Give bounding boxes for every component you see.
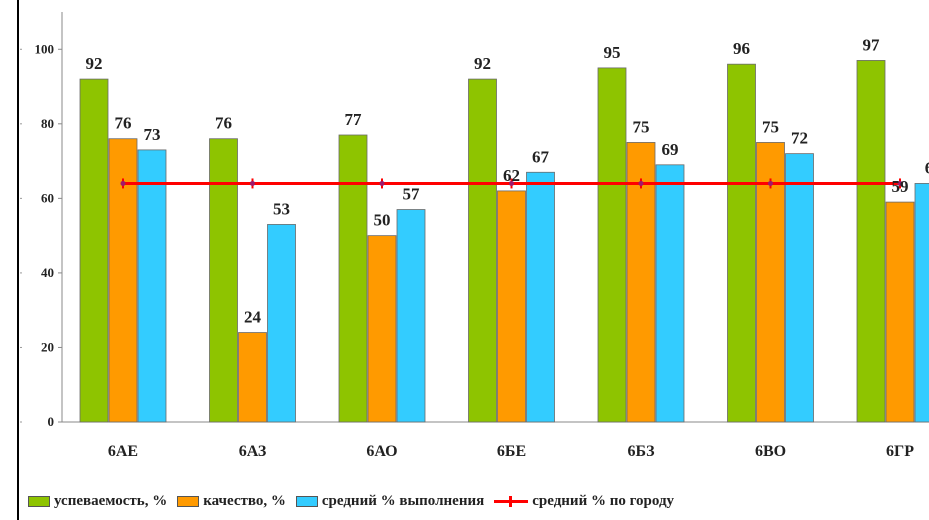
category-label: 6ГР [886, 443, 914, 460]
city-average-point [768, 180, 773, 186]
data-label: 75 [633, 117, 650, 136]
bar-quality [367, 235, 397, 423]
legend-item-city: средний % по городу [494, 493, 674, 510]
legend-swatch-green [28, 495, 50, 507]
legend-item-average: средний % выполнения [295, 492, 485, 510]
data-label: 92 [86, 54, 103, 73]
category-label: 6БЗ [627, 443, 655, 460]
data-label: 50 [374, 211, 391, 230]
data-label: 73 [144, 125, 161, 144]
category-label: 6АЕ [108, 443, 138, 460]
bar-average [267, 224, 296, 423]
bar-quality [626, 142, 656, 423]
bar-success [597, 67, 627, 423]
y-tick-label: 0 [48, 414, 55, 429]
category-label: 6АО [366, 443, 397, 460]
legend-swatch-red-line [494, 495, 529, 507]
legend-item-success: успеваемость, % [28, 493, 167, 510]
data-label: 24 [244, 308, 262, 327]
bar-success [338, 134, 368, 423]
data-label: 53 [273, 199, 290, 218]
category-label: 6ВО [755, 443, 786, 460]
legend-label-average: средний % выполнения [321, 492, 485, 509]
bar-success [209, 138, 238, 423]
y-tick-label: 100 [35, 41, 55, 56]
data-label: 76 [115, 114, 132, 133]
city-average-point [638, 180, 644, 186]
city-average-point [509, 180, 514, 186]
data-label: 69 [662, 140, 679, 159]
city-average-point [379, 180, 385, 186]
legend-label-success: успеваемость, % [54, 492, 168, 509]
y-tick-label: 40 [41, 265, 54, 280]
bar-quality [756, 142, 785, 423]
legend-label-city: средний % по городу [532, 492, 675, 509]
legend: успеваемость, % качество, % средний % вы… [28, 488, 674, 514]
city-average-point [250, 180, 255, 186]
bar-average [396, 209, 426, 423]
bar-success [79, 78, 109, 423]
bar-average [655, 164, 685, 423]
data-label: 62 [503, 166, 520, 185]
data-label: 92 [474, 54, 491, 73]
bar-success [727, 63, 756, 423]
bar-average [137, 149, 167, 423]
bar-average [785, 153, 814, 423]
data-label: 57 [403, 185, 421, 204]
data-label: 77 [345, 110, 363, 129]
legend-swatch-blue [295, 495, 318, 507]
data-label: 67 [532, 147, 550, 166]
bar-quality [885, 201, 915, 423]
category-label: 6БЕ [497, 443, 526, 460]
data-label: 76 [215, 114, 232, 133]
legend-swatch-orange [177, 495, 200, 507]
city-average-point [120, 180, 126, 186]
bar-average [526, 171, 555, 423]
category-label: 6АЗ [239, 443, 267, 460]
bar-quality [497, 190, 526, 423]
data-label: 59 [892, 177, 909, 196]
data-label: 95 [604, 43, 621, 62]
legend-label-quality: качество, % [203, 492, 286, 509]
y-tick-label: 60 [41, 190, 54, 205]
bar-quality [238, 332, 267, 423]
data-label: 96 [733, 39, 750, 58]
bar-success [468, 78, 497, 423]
bar-average [914, 183, 929, 423]
data-label: 72 [791, 129, 808, 148]
data-label: 6 [925, 158, 929, 177]
y-tick-label: 20 [41, 339, 54, 354]
bar-success [856, 60, 886, 423]
y-tick-label: 80 [41, 116, 54, 131]
data-label: 75 [762, 117, 779, 136]
city-average-point [897, 180, 903, 186]
legend-item-quality: качество, % [177, 493, 286, 510]
data-label: 97 [863, 35, 881, 54]
